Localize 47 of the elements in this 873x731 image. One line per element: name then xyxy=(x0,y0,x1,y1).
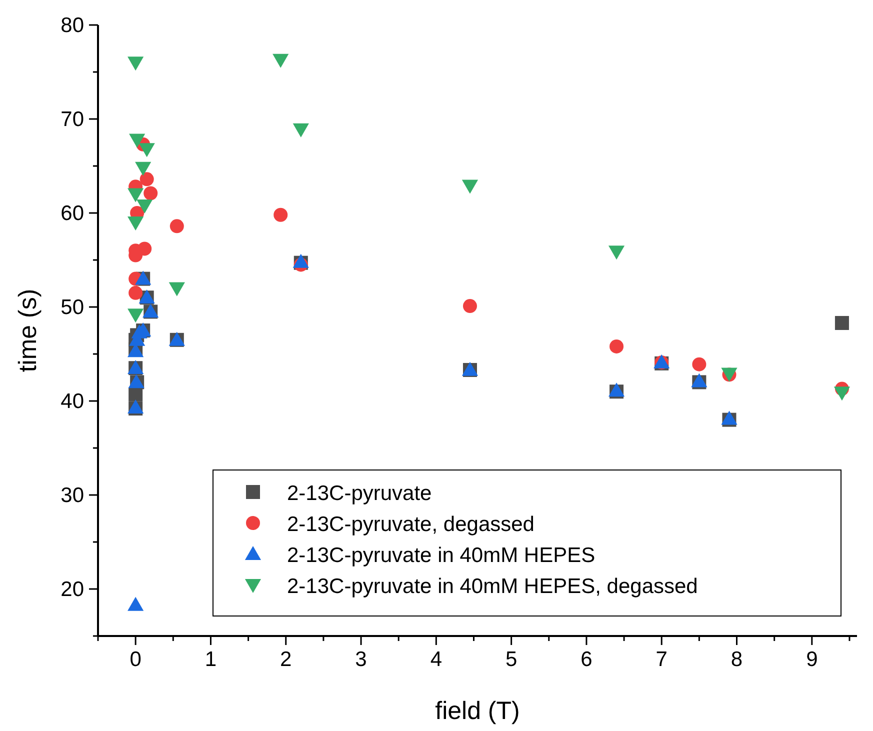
x-tick-label: 1 xyxy=(204,648,217,671)
point xyxy=(136,200,153,214)
point xyxy=(462,180,478,194)
point xyxy=(610,339,624,354)
y-axis-title: time (s) xyxy=(14,288,42,372)
legend-label: 2-13C-pyruvate xyxy=(287,482,432,505)
point xyxy=(128,188,144,202)
x-tick-label: 0 xyxy=(130,648,142,671)
point xyxy=(128,596,144,611)
point xyxy=(462,299,477,314)
x-tick-label: 5 xyxy=(505,648,518,671)
point xyxy=(274,208,288,222)
legend-label: 2-13C-pyruvate in 40mM HEPES, degassed xyxy=(287,575,698,598)
point xyxy=(128,308,144,323)
legend-label: 2-13C-pyruvate, degassed xyxy=(287,513,534,536)
x-tick-label: 9 xyxy=(806,648,818,671)
point xyxy=(128,216,144,230)
point xyxy=(144,186,158,200)
point xyxy=(129,134,146,148)
y-tick-label: 20 xyxy=(60,578,84,601)
y-tick-label: 50 xyxy=(60,296,84,319)
point xyxy=(128,286,143,300)
point xyxy=(834,316,849,330)
y-tick-label: 80 xyxy=(60,14,84,37)
y-tick-label: 60 xyxy=(60,202,84,225)
point xyxy=(608,246,625,260)
point xyxy=(138,242,152,256)
point xyxy=(135,162,152,176)
x-tick-label: 2 xyxy=(280,648,292,671)
point xyxy=(272,54,289,68)
x-tick-label: 6 xyxy=(580,648,592,671)
y-tick-label: 40 xyxy=(60,390,84,413)
point xyxy=(168,282,185,296)
x-axis-title: field (T) xyxy=(435,697,520,725)
x-tick-label: 4 xyxy=(430,648,442,671)
y-tick-label: 70 xyxy=(60,108,84,131)
x-tick-label: 3 xyxy=(355,648,367,671)
point xyxy=(128,56,144,71)
point xyxy=(140,172,154,186)
point xyxy=(138,143,155,158)
y-tick-label: 30 xyxy=(60,484,84,507)
point xyxy=(292,123,309,138)
x-tick-label: 8 xyxy=(730,648,743,671)
x-tick-label: 7 xyxy=(656,648,668,671)
point xyxy=(170,219,184,234)
point xyxy=(692,357,706,372)
legend-label: 2-13C-pyruvate in 40mM HEPES xyxy=(287,544,596,567)
